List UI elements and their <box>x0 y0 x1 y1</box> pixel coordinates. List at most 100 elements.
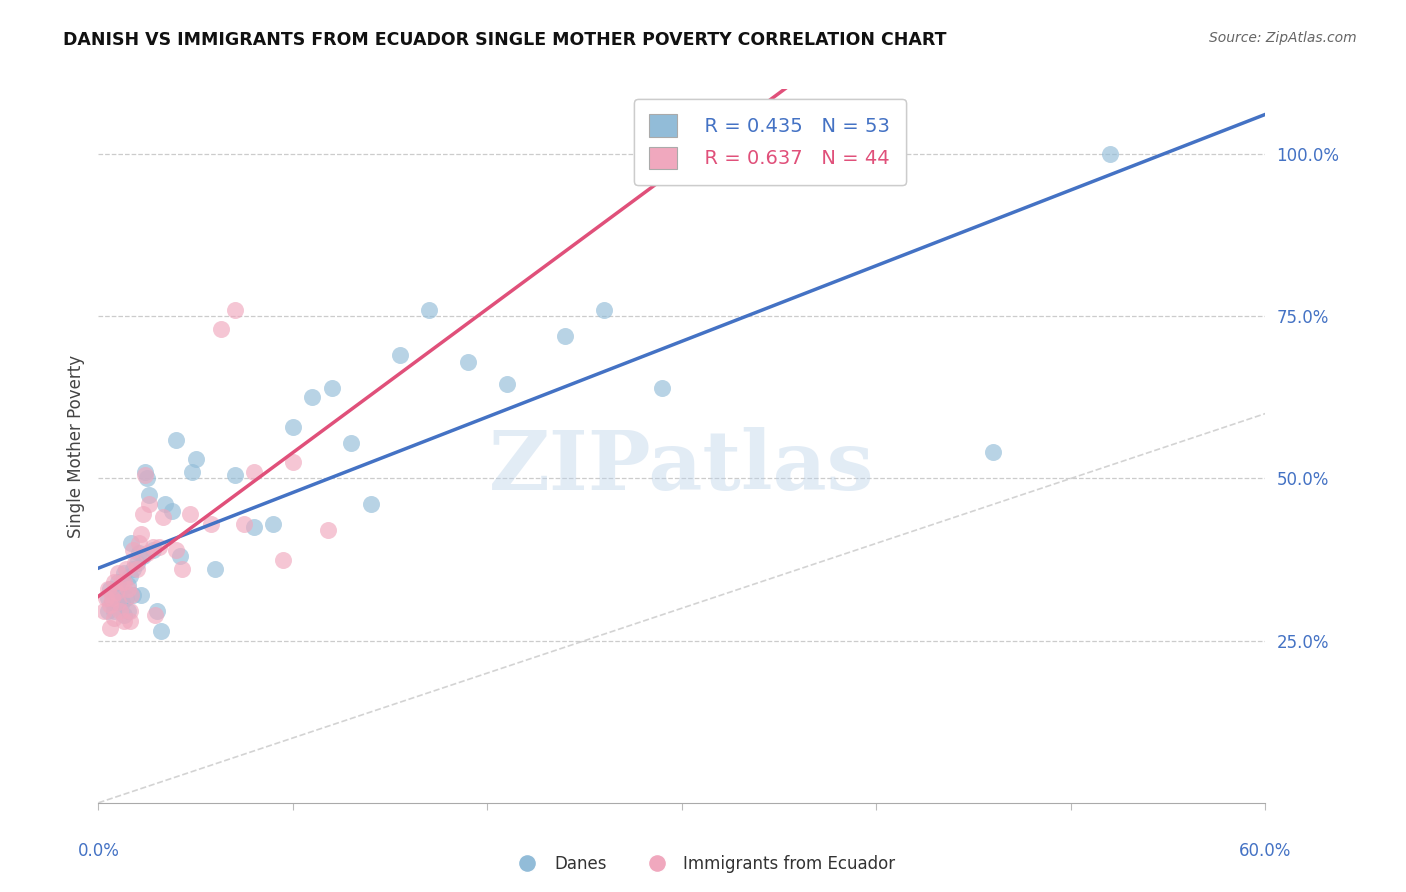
Point <box>136 471 159 485</box>
Point <box>200 516 222 531</box>
Point <box>360 497 382 511</box>
Point <box>98 598 121 612</box>
Point <box>271 552 294 566</box>
Point <box>124 556 146 570</box>
Text: DANISH VS IMMIGRANTS FROM ECUADOR SINGLE MOTHER POVERTY CORRELATION CHART: DANISH VS IMMIGRANTS FROM ECUADOR SINGLE… <box>63 31 946 49</box>
Point <box>153 497 176 511</box>
Point <box>165 433 187 447</box>
Point <box>101 595 124 609</box>
Point <box>118 568 141 582</box>
Point <box>107 595 129 609</box>
Point <box>149 624 172 638</box>
Point <box>224 302 246 317</box>
Point <box>111 595 134 609</box>
Point <box>138 488 160 502</box>
Point <box>121 588 143 602</box>
Point <box>143 607 166 622</box>
Point <box>243 520 266 534</box>
Point <box>233 516 256 531</box>
Point <box>418 302 440 317</box>
Point <box>118 604 141 618</box>
Text: Source: ZipAtlas.com: Source: ZipAtlas.com <box>1209 31 1357 45</box>
Point <box>146 604 169 618</box>
Point <box>107 595 129 609</box>
Point <box>97 582 120 596</box>
Point <box>112 566 135 580</box>
Point <box>184 452 207 467</box>
Point <box>93 604 115 618</box>
Point <box>104 585 127 599</box>
Point <box>98 621 121 635</box>
Point <box>1098 147 1121 161</box>
Point <box>112 614 135 628</box>
Point <box>136 546 159 560</box>
Text: 60.0%: 60.0% <box>1239 842 1292 860</box>
Point <box>179 507 201 521</box>
Point <box>134 465 156 479</box>
Point <box>128 536 150 550</box>
Point <box>132 549 155 564</box>
Point <box>152 510 174 524</box>
Text: 0.0%: 0.0% <box>77 842 120 860</box>
Point <box>651 381 673 395</box>
Point <box>554 328 576 343</box>
Point <box>142 542 165 557</box>
Point <box>138 497 160 511</box>
Point <box>96 591 118 606</box>
Point <box>127 562 149 576</box>
Point <box>165 542 187 557</box>
Point <box>104 585 127 599</box>
Point <box>129 588 152 602</box>
Point <box>122 542 145 557</box>
Point <box>112 607 135 622</box>
Point <box>107 575 129 590</box>
Point <box>457 354 479 368</box>
Point <box>204 562 226 576</box>
Point <box>388 348 411 362</box>
Point <box>262 516 284 531</box>
Point <box>169 549 191 564</box>
Point <box>103 611 125 625</box>
Point <box>301 390 323 404</box>
Point <box>118 614 141 628</box>
Point <box>321 381 343 395</box>
Point <box>103 575 125 590</box>
Legend: Danes, Immigrants from Ecuador: Danes, Immigrants from Ecuador <box>503 848 903 880</box>
Point <box>127 556 149 570</box>
Point <box>340 435 363 450</box>
Point <box>121 536 143 550</box>
Point <box>142 540 165 554</box>
Point <box>112 575 135 590</box>
Point <box>132 507 155 521</box>
Point <box>162 504 184 518</box>
Point <box>593 302 616 317</box>
Point <box>129 526 152 541</box>
Legend:   R = 0.435   N = 53,   R = 0.637   N = 44: R = 0.435 N = 53, R = 0.637 N = 44 <box>634 99 905 185</box>
Point <box>114 591 136 606</box>
Point <box>281 455 304 469</box>
Point <box>122 588 145 602</box>
Point <box>114 562 136 576</box>
Point <box>170 562 193 576</box>
Point <box>111 575 134 590</box>
Point <box>97 604 120 618</box>
Point <box>316 524 339 538</box>
Point <box>148 540 170 554</box>
Point <box>101 591 124 606</box>
Point <box>98 582 121 596</box>
Y-axis label: Single Mother Poverty: Single Mother Poverty <box>66 354 84 538</box>
Point <box>117 578 139 592</box>
Text: ZIPatlas: ZIPatlas <box>489 427 875 508</box>
Point <box>180 465 202 479</box>
Point <box>981 445 1004 459</box>
Point <box>224 468 246 483</box>
Point <box>103 604 125 618</box>
Point <box>496 377 519 392</box>
Point <box>128 546 150 560</box>
Point <box>97 591 120 606</box>
Point <box>108 604 131 618</box>
Point <box>108 582 131 596</box>
Point <box>117 582 139 596</box>
Point <box>107 566 129 580</box>
Point <box>209 322 232 336</box>
